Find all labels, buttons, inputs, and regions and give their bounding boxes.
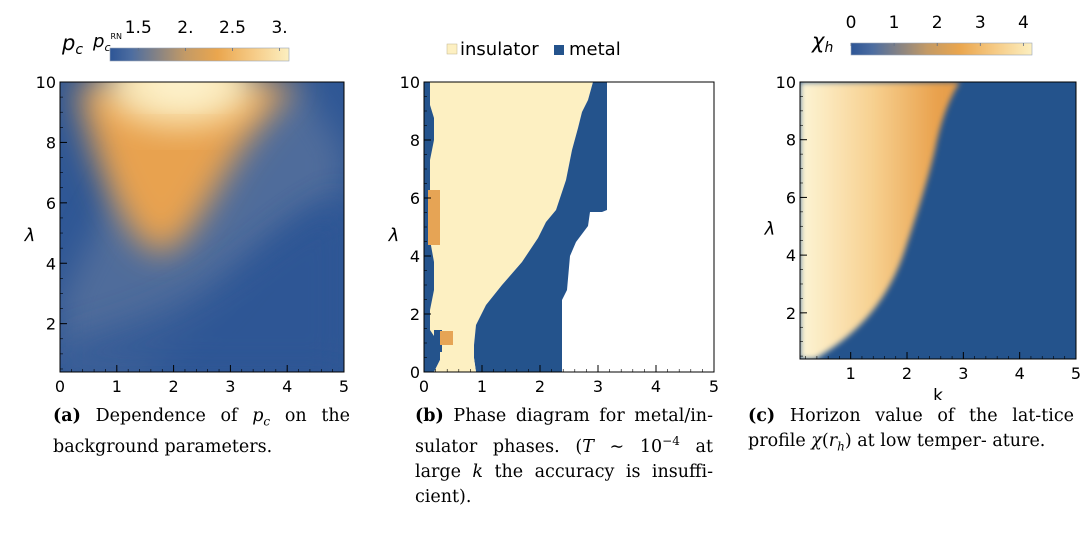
caption-c: (c) Horizon value of the lat-tice profil…	[748, 406, 1074, 454]
metal-left-strip	[424, 82, 440, 372]
heatmap-a	[60, 82, 344, 372]
orange-cells-mid	[428, 190, 440, 245]
y-tick-label: 10	[36, 73, 56, 92]
y-tick-label: 6	[46, 194, 56, 213]
colorbar-tick-label: 2.	[177, 18, 193, 38]
y-tick-label: 2	[786, 304, 796, 323]
colorbar-tick-label: 0	[846, 13, 857, 33]
colorbar-a	[109, 47, 290, 62]
colorbar-c-label: χh	[811, 29, 833, 56]
y-tick-label: 8	[786, 131, 796, 150]
y-tick-label: 4	[410, 247, 420, 266]
x-tick-label: 1	[846, 364, 856, 383]
y-axis-label: λ	[764, 219, 776, 240]
y-tick-label: 2	[410, 305, 420, 324]
x-tick-label: 1	[477, 377, 487, 396]
colorbar-tick-label: 2.5	[219, 18, 246, 38]
y-tick-label: 4	[46, 254, 56, 273]
caption-a: (a) Dependence of pc on the background p…	[53, 406, 351, 457]
x-tick-label: 4	[651, 377, 661, 396]
y-axis-label: λ	[24, 225, 36, 246]
phase-map-b	[424, 82, 607, 372]
x-tick-label: 0	[55, 377, 65, 396]
colorbar-tick-label: 3	[975, 13, 986, 33]
caption-b: (b) Phase diagram for metal/in-sulator p…	[415, 406, 713, 507]
x-tick-label: 4	[1015, 364, 1025, 383]
legend-label-metal: metal	[569, 39, 621, 60]
colorbar-tick-label: 2	[932, 13, 943, 33]
panel-a: pc pcRN 1.5 2. 2.5 3. 0 1 2 3 4 5 2 4 6 8 10 k λ	[24, 18, 349, 400]
colorbar-tick-label: 1.5	[125, 18, 152, 38]
x-tick-label: 5	[709, 377, 719, 396]
x-tick-label: 3	[225, 377, 235, 396]
insulator-region	[430, 82, 593, 358]
legend-swatch-metal	[554, 45, 564, 55]
x-tick-label: 2	[902, 364, 912, 383]
panel-c: χh 0 1 2 3 4 1 2 3 4 5 2 4 6 8 10 k λ	[764, 13, 1081, 400]
colorbar-tick-label: 1	[889, 13, 900, 33]
x-tick-label: 3	[593, 377, 603, 396]
x-axis-label: k	[564, 399, 574, 400]
x-tick-label: 2	[535, 377, 545, 396]
caption-c-label: (c)	[748, 406, 776, 426]
metal-region	[474, 82, 607, 372]
orange-cell-low	[440, 331, 453, 345]
plot-frame-c	[799, 81, 1077, 360]
colorbar-tick-label: 3.	[271, 18, 287, 38]
x-tick-label: 1	[112, 377, 122, 396]
x-axis-label: k	[197, 399, 207, 400]
x-tick-label: 0	[419, 377, 429, 396]
plot-frame-a	[59, 81, 345, 373]
colorbar-c	[850, 42, 1033, 56]
figure-canvas: pc pcRN 1.52.2.53. 012345246810kλ insula…	[24, 13, 1081, 400]
legend-swatch-insulator	[446, 43, 458, 55]
colorbar-a-ticks: 1.5 2. 2.5 3.	[125, 18, 288, 51]
caption-a-label: (a)	[53, 406, 81, 426]
x-tick-label: 4	[282, 377, 292, 396]
y-axis-label: λ	[388, 225, 400, 246]
legend-label-insulator: insulator	[460, 39, 539, 60]
y-tick-label: 4	[786, 246, 796, 265]
y-tick-label: 6	[410, 189, 420, 208]
y-tick-label: 6	[786, 188, 796, 207]
x-tick-label: 5	[339, 377, 349, 396]
x-tick-label: 5	[1071, 364, 1081, 383]
heatmap-c	[800, 82, 1076, 359]
x-tick-label: 2	[169, 377, 179, 396]
y-tick-label: 10	[400, 73, 420, 92]
y-tick-label: 8	[46, 133, 56, 152]
colorbar-a-label: pc	[61, 31, 83, 58]
x-tick-label: 3	[958, 364, 968, 383]
panel-b: insulator metal 0 1 2 3 4 5 0 2 4 6 8 10 k λ	[388, 39, 719, 400]
colorbar-tick-label: 4	[1018, 13, 1029, 33]
y-tick-label: 2	[46, 315, 56, 334]
colorbar-a-sublabel: pcRN	[92, 31, 122, 54]
y-tick-label: 8	[410, 131, 420, 150]
caption-b-label: (b)	[415, 406, 444, 426]
colorbar-c-ticks: 0 1 2 3 4	[846, 13, 1029, 46]
y-tick-label: 0	[410, 363, 420, 382]
y-tick-label: 10	[776, 73, 796, 92]
x-axis-label: k	[933, 386, 943, 400]
